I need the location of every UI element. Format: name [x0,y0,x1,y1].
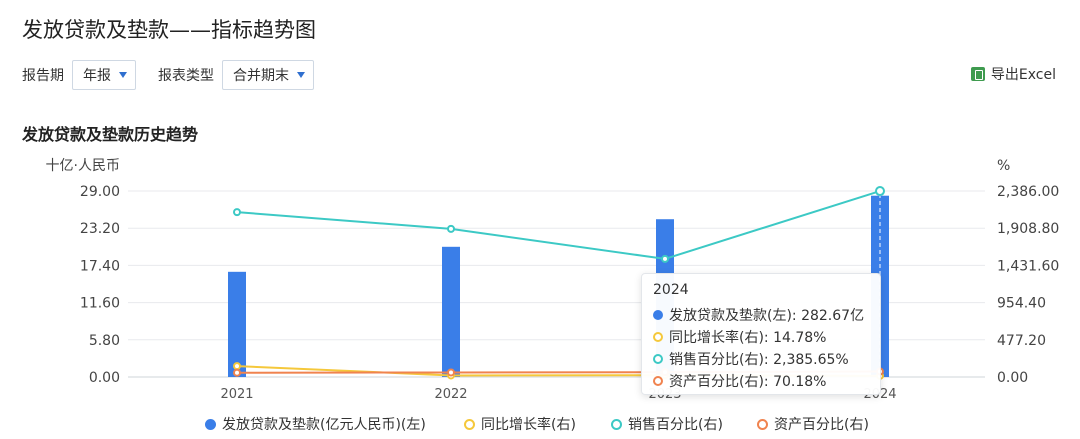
report-period-dropdown[interactable]: 年报 [72,60,136,90]
excel-icon [970,67,985,81]
x-tick-label: 2021 [220,387,253,402]
left-tick-label: 29.00 [80,184,120,200]
right-tick-label: 954.40 [997,296,1046,312]
caret-down-icon [119,72,127,78]
bar-loans [442,246,460,377]
line-point [661,254,669,263]
tooltip-row-text: 同比增长率(右): 14.78% [669,330,827,346]
line-series-2 [236,190,881,260]
tooltip-marker-icon [653,310,663,320]
legend-item-asset-pct[interactable]: 资产百分比(右) [757,414,869,434]
legend-item-loans[interactable]: 发放贷款及垫款(亿元人民币)(左) [205,414,426,434]
report-period-label: 报告期 [22,68,64,84]
legend-label: 销售百分比(右) [628,417,723,433]
chart-subtitle: 发放贷款及垫款历史趋势 [22,125,199,144]
tooltip-marker-icon [653,354,663,364]
tooltip-row-sales-pct: 销售百分比(右): 2,385.65% [653,349,849,369]
legend-item-growth[interactable]: 同比增长率(右) [464,414,576,434]
tooltip-row-loans: 发放贷款及垫款(左): 282.67亿 [653,305,864,325]
tooltip-row-growth: 同比增长率(右): 14.78% [653,327,826,347]
filter-bar: 报告期 年报 报表类型 合并期末 [22,60,336,90]
x-tick-label: 2022 [434,387,467,402]
export-excel-label: 导出Excel [990,67,1056,83]
legend-marker-icon [611,418,622,430]
right-tick-label: 0.00 [997,370,1028,386]
tooltip-row-text: 发放贷款及垫款(左): 282.67亿 [669,308,865,324]
report-type-dropdown[interactable]: 合并期末 [222,60,314,90]
caret-down-icon [297,72,305,78]
chart-tooltip: 2024 发放贷款及垫款(左): 282.67亿 同比增长率(右): 14.78… [641,273,881,395]
report-period-value: 年报 [83,68,111,84]
tooltip-title: 2024 [653,282,689,298]
legend-marker-icon [464,418,475,430]
tooltip-row-asset-pct: 资产百分比(右): 70.18% [653,371,826,391]
left-axis-unit: 十亿·人民币 [46,158,120,174]
legend-marker-icon [205,418,216,430]
line-point [875,186,885,197]
tooltip-marker-icon [653,332,663,342]
tooltip-marker-icon [653,376,663,386]
legend-marker-icon [757,418,768,430]
right-tick-label: 1,431.60 [997,258,1059,274]
left-tick-label: 5.80 [89,333,120,349]
left-tick-label: 23.20 [80,221,120,237]
line-point [447,224,455,233]
legend-label: 同比增长率(右) [481,417,576,433]
line-point [233,208,241,217]
right-tick-label: 477.20 [997,333,1046,349]
legend-item-sales-pct[interactable]: 销售百分比(右) [611,414,723,434]
report-type-label: 报表类型 [158,68,214,84]
line-point [233,362,241,371]
left-tick-label: 17.40 [80,258,120,274]
right-tick-label: 1,908.80 [997,221,1059,237]
page-title: 发放贷款及垫款——指标趋势图 [22,18,316,42]
bar-loans [228,271,246,377]
line-point [447,368,455,377]
line-point [233,368,241,377]
legend-label: 发放贷款及垫款(亿元人民币)(左) [222,417,426,433]
left-tick-label: 0.00 [89,370,120,386]
report-type-value: 合并期末 [233,68,289,84]
export-excel-button[interactable]: 导出Excel [970,64,1056,84]
tooltip-row-text: 资产百分比(右): 70.18% [669,374,827,390]
right-tick-label: 2,386.00 [997,184,1059,200]
left-tick-label: 11.60 [80,296,120,312]
tooltip-row-text: 销售百分比(右): 2,385.65% [669,352,849,368]
right-axis-unit: % [997,158,1010,174]
legend-label: 资产百分比(右) [774,417,869,433]
